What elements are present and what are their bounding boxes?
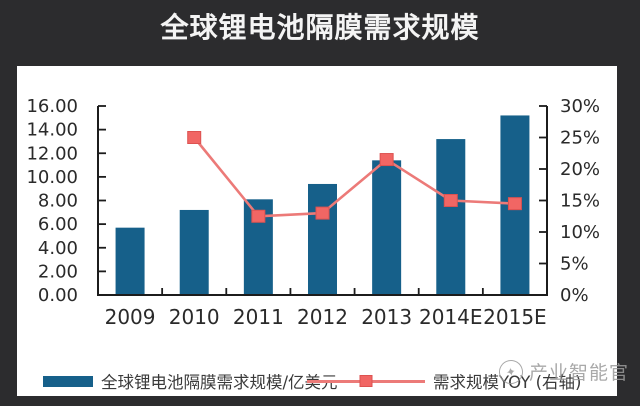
watermark-text: 产业智能官	[529, 362, 630, 384]
legend-item-bars: 全球锂电池隔膜需求规模/亿美元	[43, 369, 338, 393]
svg-text:16.00: 16.00	[26, 96, 78, 117]
svg-text:14.00: 14.00	[26, 120, 78, 141]
legend-item-line: 需求规模YOY (右轴)	[307, 369, 581, 393]
svg-text:2.00: 2.00	[38, 261, 78, 282]
line-marker-icon	[359, 375, 373, 387]
svg-text:0.00: 0.00	[38, 285, 78, 306]
svg-text:4.00: 4.00	[38, 238, 78, 259]
svg-text:25%: 25%	[560, 128, 600, 149]
legend-label-line: 需求规模YOY (右轴)	[433, 373, 582, 392]
watermark-badge-icon: ✦	[496, 357, 526, 386]
page-title: 全球锂电池隔膜需求规模	[160, 11, 480, 44]
svg-text:12.00: 12.00	[26, 143, 78, 164]
svg-text:2015E: 2015E	[483, 305, 547, 329]
svg-text:30%: 30%	[560, 96, 600, 117]
svg-text:20%: 20%	[560, 159, 600, 180]
line-series-swatch-icon	[307, 375, 425, 387]
svg-text:2013: 2013	[361, 305, 412, 329]
svg-text:10%: 10%	[560, 222, 600, 243]
watermark: ✦ 产业智能官	[496, 357, 630, 386]
svg-text:10.00: 10.00	[26, 167, 78, 188]
svg-text:2011: 2011	[233, 305, 284, 329]
svg-text:2012: 2012	[297, 305, 348, 329]
svg-text:5%: 5%	[560, 254, 589, 275]
svg-text:0%: 0%	[560, 285, 589, 306]
bar-series-swatch-icon	[43, 375, 93, 387]
svg-text:2010: 2010	[169, 305, 220, 329]
svg-text:8.00: 8.00	[38, 191, 78, 212]
svg-text:6.00: 6.00	[38, 214, 78, 235]
svg-text:2014E: 2014E	[419, 305, 483, 329]
svg-text:2009: 2009	[105, 305, 156, 329]
svg-text:15%: 15%	[560, 191, 600, 212]
legend-label-bars: 全球锂电池隔膜需求规模/亿美元	[101, 373, 338, 392]
chart-panel: 0.00 2.00 4.00 6.00 8.00 10.00 12.00 14.00 16.00…	[17, 66, 628, 396]
